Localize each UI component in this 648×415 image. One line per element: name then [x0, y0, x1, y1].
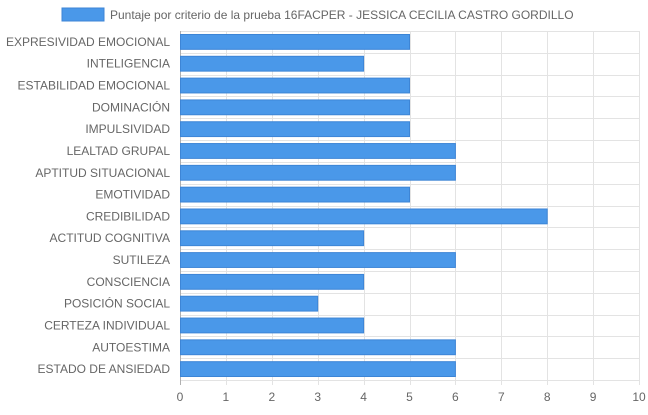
bar[interactable]: [180, 208, 548, 225]
bar[interactable]: [180, 33, 410, 50]
bar[interactable]: [180, 252, 456, 268]
x-tick-label: 6: [452, 390, 459, 404]
bar[interactable]: [180, 230, 365, 247]
category-label: IMPULSIVIDAD: [85, 122, 170, 136]
category-label: CREDIBILIDAD: [86, 209, 170, 223]
category-label: CERTEZA INDIVIDUAL: [44, 318, 170, 332]
bar[interactable]: [180, 121, 410, 138]
category-label: EMOTIVIDAD: [95, 188, 170, 202]
category-label: INTELIGENCIA: [87, 57, 170, 71]
category-label: SUTILEZA: [113, 253, 170, 267]
bar[interactable]: [180, 361, 456, 378]
category-label: EXPRESIVIDAD EMOCIONAL: [6, 35, 170, 49]
bars: [180, 33, 548, 378]
x-tick-label: 3: [314, 390, 321, 404]
x-tick-label: 0: [177, 390, 184, 404]
bar[interactable]: [180, 339, 456, 356]
x-tick-label: 1: [223, 390, 230, 404]
bar[interactable]: [180, 77, 410, 94]
category-label: POSICIÓN SOCIAL: [64, 296, 170, 311]
grid-lines: [180, 31, 640, 385]
x-tick-label: 9: [590, 390, 597, 404]
x-tick-label: 7: [498, 390, 505, 404]
bar[interactable]: [180, 295, 319, 312]
legend[interactable]: Puntaje por criterio de la prueba 16FACP…: [61, 7, 574, 22]
x-tick-label: 8: [544, 390, 551, 404]
category-label: APTITUD SITUACIONAL: [35, 166, 170, 180]
category-label: AUTOESTIMA: [92, 340, 170, 354]
category-labels: EXPRESIVIDAD EMOCIONAL INTELIGENCIA ESTABI…: [6, 35, 170, 376]
legend-swatch[interactable]: [61, 7, 105, 22]
bar[interactable]: [180, 55, 365, 72]
x-tick-label: 4: [360, 390, 367, 404]
legend-label[interactable]: Puntaje por criterio de la prueba 16FACP…: [110, 8, 574, 22]
bar[interactable]: [180, 164, 456, 181]
x-tick-label: 5: [406, 390, 413, 404]
x-tick-label: 10: [632, 390, 646, 404]
category-label: CONSCIENCIA: [87, 275, 170, 289]
category-label: DOMINACIÓN: [92, 99, 170, 114]
x-tick-label: 2: [268, 390, 275, 404]
category-label: LEALTAD GRUPAL: [67, 144, 171, 158]
category-label: ESTABILIDAD EMOCIONAL: [18, 79, 171, 93]
bar[interactable]: [180, 273, 365, 290]
bar[interactable]: [180, 317, 365, 334]
x-axis-tick-labels: 0 1 2 3 4 5 6 7 8 9 10: [177, 390, 646, 404]
category-label: ACTITUD COGNITIVA: [50, 231, 170, 245]
bar[interactable]: [180, 99, 410, 116]
bar[interactable]: [180, 143, 456, 159]
bar[interactable]: [180, 186, 410, 203]
category-label: ESTADO DE ANSIEDAD: [38, 362, 171, 376]
